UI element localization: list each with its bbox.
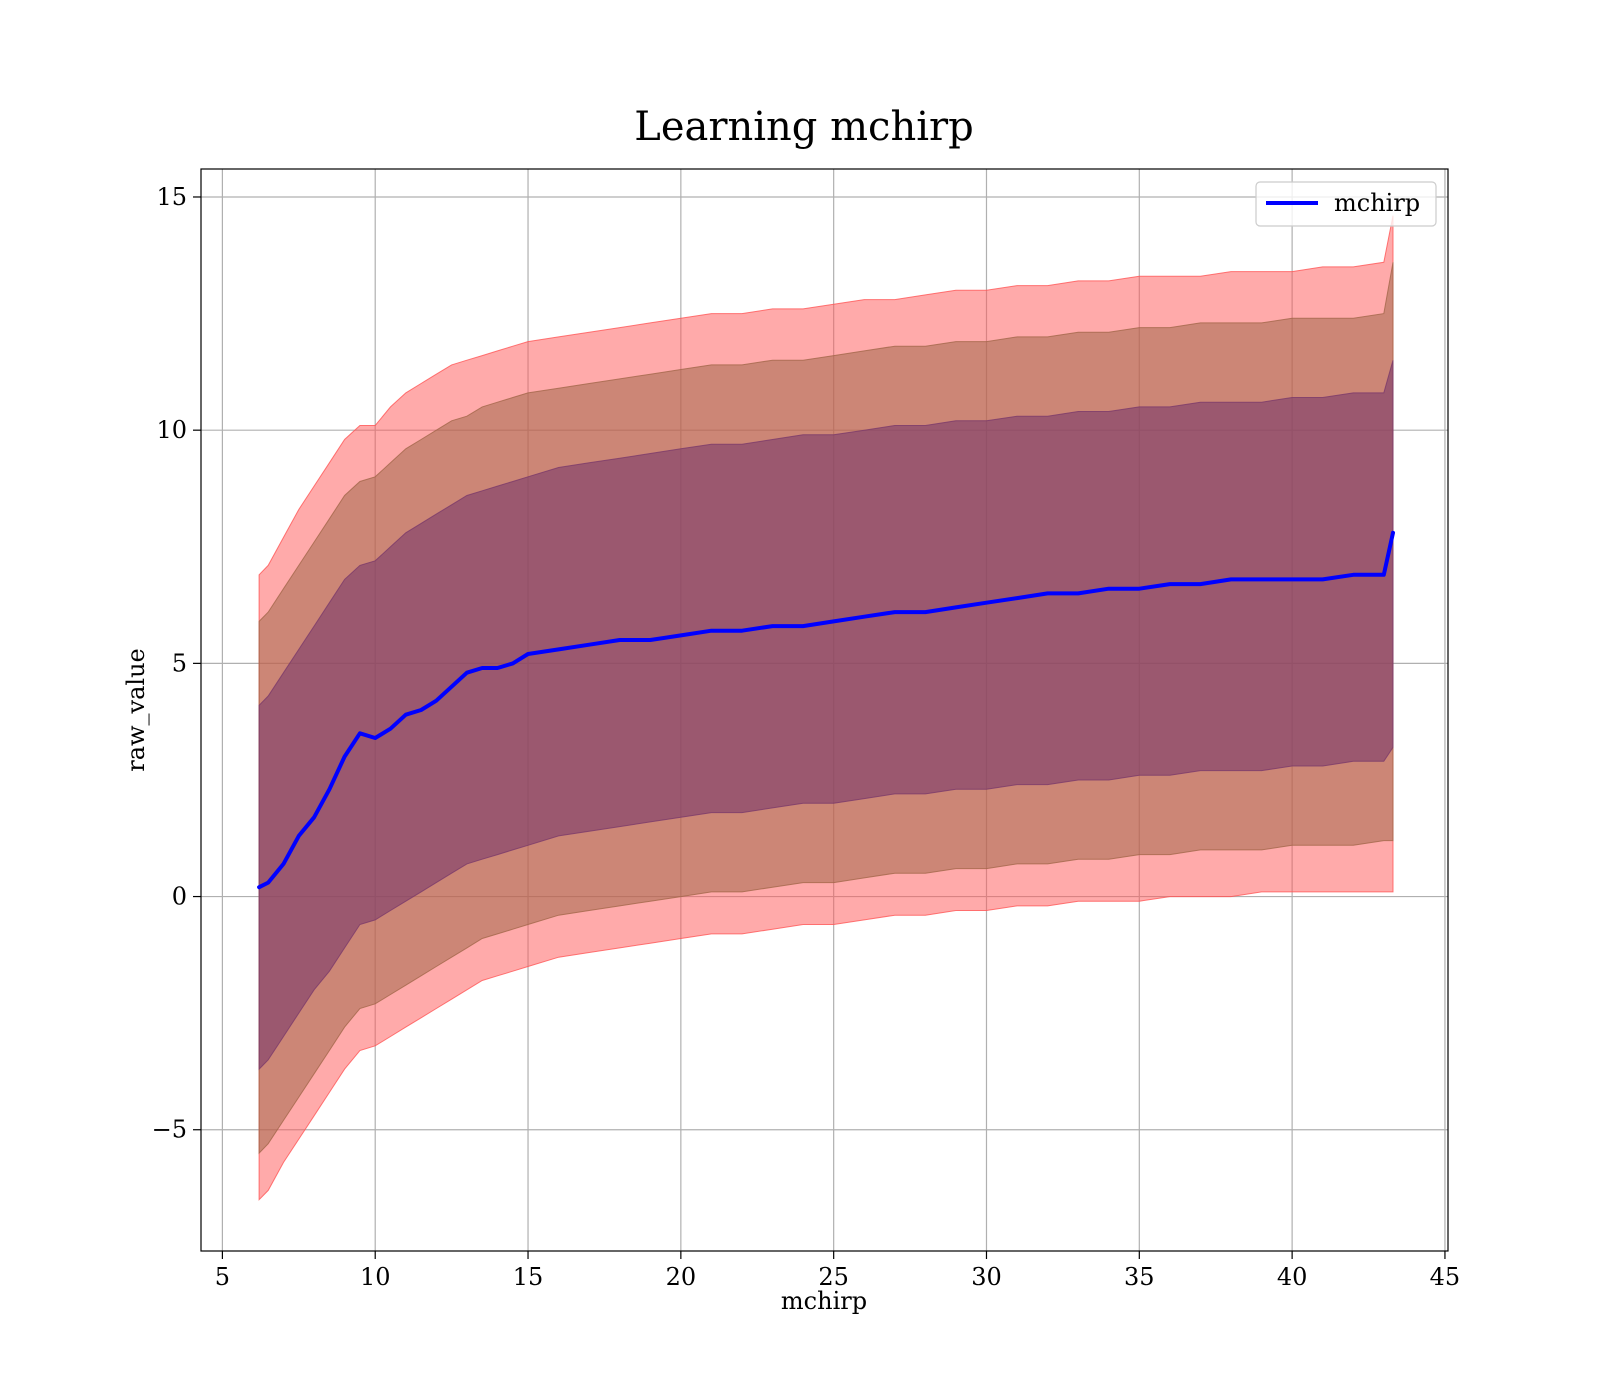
y-tick-label: 0: [172, 883, 187, 911]
y-tick-label: −5: [152, 1116, 187, 1144]
y-axis: −5 0 5 10 15: [152, 183, 201, 1144]
series-line-mchirp: [257, 530, 1395, 890]
plot-frame: [200, 168, 1449, 1252]
x-tick-label: 25: [818, 1263, 849, 1291]
y-tick-label: 5: [172, 649, 187, 677]
x-tick-label: 35: [1124, 1263, 1155, 1291]
x-tick-label: 45: [1430, 1263, 1461, 1291]
x-tick-label: 20: [666, 1263, 697, 1291]
x-tick-label: 30: [971, 1263, 1002, 1291]
y-axis-label: raw_value: [122, 648, 150, 772]
x-tick-label: 40: [1277, 1263, 1308, 1291]
x-tick-label: 15: [513, 1263, 544, 1291]
x-axis: 5 10 15 20 25 30 35 40 45: [215, 1251, 1460, 1291]
chart-title: Learning mchirp: [634, 104, 973, 150]
plot-area: [200, 168, 1449, 1252]
legend-box: [1255, 181, 1437, 227]
y-tick-label: 15: [156, 183, 187, 211]
series-lines: [257, 530, 1395, 890]
x-tick-label: 10: [360, 1263, 391, 1291]
bands: [258, 215, 1394, 1201]
x-tick-label: 5: [215, 1263, 230, 1291]
x-axis-label: mchirp: [781, 1287, 867, 1315]
band-1sigma: [258, 360, 1394, 1071]
legend-label-mchirp: mchirp: [1334, 189, 1420, 217]
legend: mchirp: [1255, 181, 1437, 227]
y-tick-label: 10: [156, 416, 187, 444]
